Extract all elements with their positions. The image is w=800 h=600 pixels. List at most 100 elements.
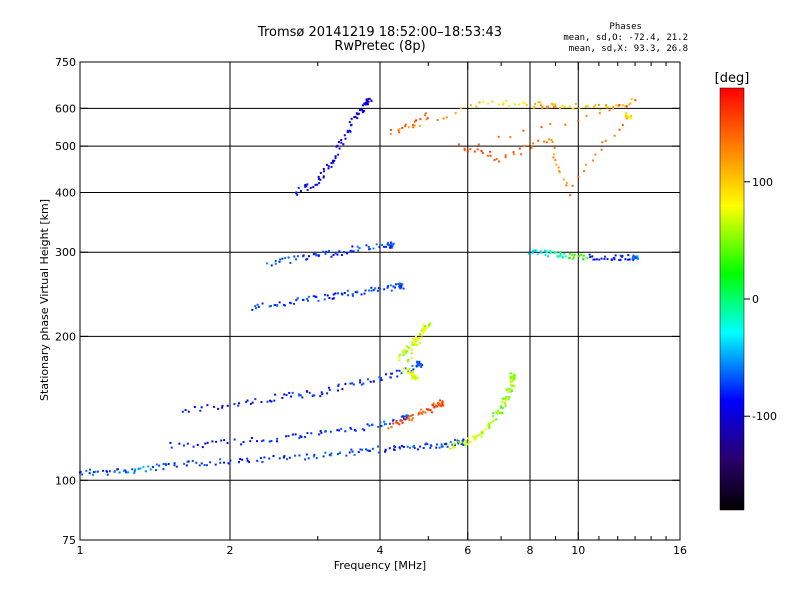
data-point (365, 244, 368, 247)
data-point (582, 257, 585, 260)
data-point (102, 469, 105, 472)
data-point (259, 457, 262, 460)
data-point (336, 389, 339, 392)
data-point (323, 298, 326, 301)
data-point (480, 150, 483, 153)
data-point (501, 407, 504, 410)
data-point (200, 462, 203, 465)
data-point (281, 257, 284, 260)
data-point (500, 405, 503, 408)
data-point (505, 99, 508, 102)
data-point (395, 421, 398, 424)
data-point (513, 385, 516, 388)
data-point (422, 447, 425, 450)
data-point (426, 408, 429, 411)
data-point (462, 443, 465, 446)
data-point (420, 365, 423, 368)
data-point (305, 453, 308, 456)
data-point (612, 105, 615, 108)
data-point (305, 390, 308, 393)
data-point (118, 471, 121, 474)
data-point (571, 107, 574, 110)
data-point (242, 441, 245, 444)
data-point (423, 329, 426, 332)
data-point (544, 253, 547, 256)
data-point (154, 469, 157, 472)
data-point (443, 443, 446, 446)
data-point (420, 363, 423, 366)
data-point (390, 289, 393, 292)
data-point (238, 402, 241, 405)
data-point (290, 395, 293, 398)
data-point (417, 413, 420, 416)
data-point (531, 142, 534, 145)
data-point (406, 445, 409, 448)
data-point (340, 427, 343, 430)
data-point (402, 351, 405, 354)
data-point (261, 461, 264, 464)
data-point (597, 103, 600, 106)
scatter-points (78, 97, 639, 476)
data-point (453, 442, 456, 445)
data-point (351, 293, 354, 296)
data-point (424, 325, 427, 328)
data-point (460, 441, 463, 444)
data-point (311, 395, 314, 398)
data-point (572, 257, 575, 260)
data-point (205, 464, 208, 467)
data-point (404, 418, 407, 421)
data-point (621, 255, 624, 258)
data-point (413, 378, 416, 381)
data-point (406, 371, 409, 374)
data-point (454, 112, 457, 115)
data-point (318, 177, 321, 180)
data-point (412, 343, 415, 346)
y-tick-label: 750 (55, 56, 76, 69)
data-point (338, 250, 341, 253)
data-point (327, 249, 330, 252)
data-point (481, 431, 484, 434)
data-point (578, 107, 581, 110)
data-point (369, 380, 372, 383)
data-point (459, 107, 462, 110)
data-point (108, 470, 111, 473)
data-point (81, 473, 84, 476)
data-point (351, 382, 354, 385)
data-point (411, 370, 414, 373)
data-point (366, 103, 369, 106)
data-point (588, 253, 591, 256)
data-point (501, 412, 504, 415)
data-point (464, 441, 467, 444)
data-point (630, 117, 633, 120)
data-point (399, 283, 402, 286)
data-point (246, 459, 249, 462)
data-point (389, 241, 392, 244)
data-point (307, 457, 310, 460)
data-point (427, 408, 430, 411)
data-point (322, 175, 325, 178)
data-point (477, 143, 480, 146)
data-point (553, 146, 556, 149)
colorbar-tick-label: -100 (752, 410, 777, 423)
data-point (182, 444, 185, 447)
data-point (514, 376, 517, 379)
data-point (571, 253, 574, 256)
data-point (509, 390, 512, 393)
data-point (547, 105, 550, 108)
data-point (621, 124, 624, 127)
data-point (442, 117, 445, 120)
data-point (628, 258, 631, 261)
data-point (386, 285, 389, 288)
data-point (313, 394, 316, 397)
data-point (495, 411, 498, 414)
data-point (398, 423, 401, 426)
data-point (316, 183, 319, 186)
data-point (285, 394, 288, 397)
data-point (557, 166, 560, 169)
data-point (599, 109, 602, 112)
data-point (367, 98, 370, 101)
data-point (510, 380, 513, 383)
data-point (254, 307, 257, 310)
data-point (440, 405, 443, 408)
